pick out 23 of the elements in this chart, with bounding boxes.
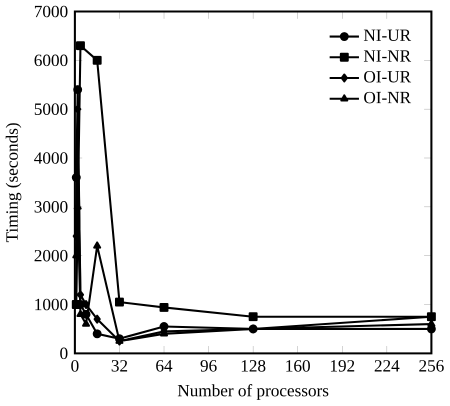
y-tick-label: 3000 (34, 201, 68, 213)
y-tick-label: 2000 (34, 250, 68, 262)
x-tick-label: 32 (112, 360, 128, 372)
x-tick-label: 96 (200, 360, 217, 372)
legend-label: OI-NR (364, 92, 412, 104)
legend-label: NI-UR (364, 30, 412, 42)
y-axis-title: Timing (seconds) (6, 123, 22, 242)
x-tick-label: 128 (242, 360, 266, 372)
y-tick-label: 5000 (34, 104, 68, 116)
y-tick-label: 1000 (35, 298, 68, 310)
y-tick-label: 7000 (34, 6, 68, 18)
y-tick-label: 6000 (34, 54, 68, 66)
legend-label: NI-NR (364, 50, 412, 62)
x-tick-label: 224 (374, 360, 400, 372)
x-tick-label: 256 (419, 360, 444, 372)
y-tick-label: 0 (60, 348, 68, 360)
x-tick-label: 0 (71, 360, 79, 372)
x-tick-label: 192 (330, 360, 354, 372)
legend-label: OI-UR (364, 71, 412, 83)
x-tick-label: 160 (286, 360, 310, 372)
x-axis-title: Number of processors (178, 384, 328, 400)
y-tick-label: 4000 (34, 152, 68, 164)
x-tick-label: 64 (156, 360, 172, 372)
